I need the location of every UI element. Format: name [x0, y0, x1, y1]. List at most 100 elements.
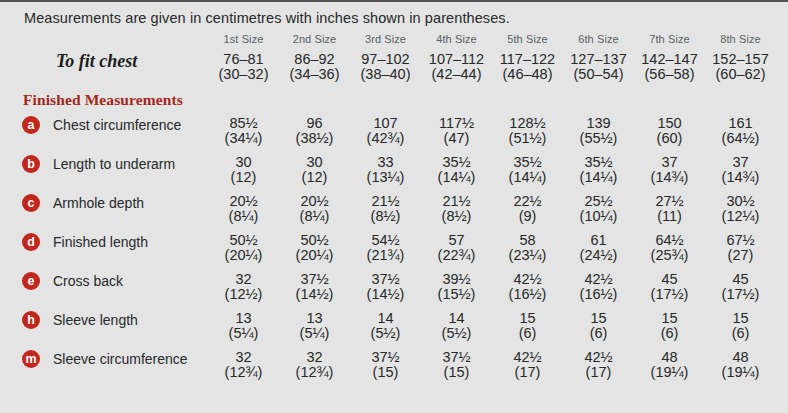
to-fit-value-cm: 127–137	[563, 52, 634, 67]
row-letter-badge: d	[22, 233, 40, 251]
measurement-label: Cross back	[53, 273, 123, 289]
measurement-cell: 42½(16½)	[563, 272, 634, 302]
measurement-value-inches: (6)	[563, 326, 634, 341]
measurement-cell: 20½(8¼)	[279, 194, 350, 224]
measurement-value-inches: (16½)	[563, 287, 634, 302]
measurement-cell: 54½(21¾)	[350, 233, 421, 263]
measurement-value-inches: (5¼)	[208, 326, 279, 341]
measurement-cell: 37½(15)	[350, 350, 421, 380]
to-fit-row: To fit chest 76–81(30–32)86–92(34–36)97–…	[20, 52, 776, 82]
measurement-value-inches: (27)	[705, 248, 776, 263]
measurement-value-cm: 25½	[563, 194, 634, 209]
row-letter-badge: c	[22, 194, 40, 212]
measurement-value-inches: (6)	[705, 326, 776, 341]
measurement-value-inches: (15)	[421, 365, 492, 380]
measurement-cell: 30½(12¼)	[705, 194, 776, 224]
measurement-value-inches: (42¾)	[350, 131, 421, 146]
size-column-header: 4th Size	[421, 33, 492, 45]
size-column-header: 2nd Size	[279, 33, 350, 45]
measurement-value-cm: 42½	[563, 350, 634, 365]
measurement-cell: 37½(15)	[421, 350, 492, 380]
to-fit-cell: 86–92(34–36)	[279, 52, 350, 82]
measurement-value-cm: 107	[350, 116, 421, 131]
measurement-cell: 30(12)	[279, 155, 350, 185]
measurement-value-inches: (23¼)	[492, 248, 563, 263]
measurement-cell: 30(12)	[208, 155, 279, 185]
measurement-cell: 42½(17)	[563, 350, 634, 380]
measurement-cell: 39½(15½)	[421, 272, 492, 302]
measurement-value-cm: 85½	[208, 116, 279, 131]
measurement-row: e Cross back 32(12½)37½(14½)37½(14½)39½(…	[20, 272, 776, 302]
measurement-cell: 150(60)	[634, 116, 705, 146]
measurement-value-cm: 32	[279, 350, 350, 365]
measurement-cell: 22½(9)	[492, 194, 563, 224]
measurement-value-inches: (14¼)	[421, 170, 492, 185]
measurement-cell: 21½(8½)	[350, 194, 421, 224]
measurement-value-cm: 67½	[705, 233, 776, 248]
measurement-value-inches: (14¼)	[492, 170, 563, 185]
to-fit-value-inches: (60–62)	[705, 67, 776, 82]
measurement-value-inches: (22¾)	[421, 248, 492, 263]
measurement-row-head: b Length to underarm	[20, 155, 208, 172]
row-letter-badge: b	[22, 155, 40, 173]
measurement-value-cm: 150	[634, 116, 705, 131]
size-column-header: 8th Size	[705, 33, 776, 45]
measurement-value-cm: 21½	[421, 194, 492, 209]
to-fit-value-cm: 117–122	[492, 52, 563, 67]
measurement-cell: 61(24½)	[563, 233, 634, 263]
measurement-cell: 58(23¼)	[492, 233, 563, 263]
measurement-cell: 13(5¼)	[279, 311, 350, 341]
size-column-header: 1st Size	[208, 33, 279, 45]
measurement-value-inches: (19¼)	[634, 365, 705, 380]
measurement-cell: 33(13¼)	[350, 155, 421, 185]
measurement-cell: 50½(20¼)	[279, 233, 350, 263]
measurement-row: c Armhole depth 20½(8¼)20½(8¼)21½(8½)21½…	[20, 194, 776, 224]
measurement-value-cm: 39½	[421, 272, 492, 287]
measurement-cell: 45(17½)	[705, 272, 776, 302]
measurement-cell: 15(6)	[563, 311, 634, 341]
row-letter-badge: a	[22, 116, 40, 134]
measurement-cell: 13(5¼)	[208, 311, 279, 341]
measurement-cell: 35½(14¼)	[492, 155, 563, 185]
measurement-value-cm: 50½	[208, 233, 279, 248]
measurement-value-cm: 48	[634, 350, 705, 365]
measurement-cell: 14(5½)	[350, 311, 421, 341]
row-letter-badge: e	[22, 272, 40, 290]
measurement-cell: 48(19¼)	[705, 350, 776, 380]
measurement-row: b Length to underarm 30(12)30(12)33(13¼)…	[20, 155, 776, 185]
size-column-header: 3rd Size	[350, 33, 421, 45]
measurement-cell: 37½(14½)	[279, 272, 350, 302]
measurement-value-inches: (10¼)	[563, 209, 634, 224]
to-fit-cell: 107–112(42–44)	[421, 52, 492, 82]
measurement-cell: 37½(14½)	[350, 272, 421, 302]
measurement-value-cm: 57	[421, 233, 492, 248]
measurement-label: Finished length	[53, 234, 148, 250]
to-fit-value-inches: (34–36)	[279, 67, 350, 82]
measurement-label: Length to underarm	[53, 156, 175, 172]
measurement-value-cm: 30½	[705, 194, 776, 209]
to-fit-value-inches: (46–48)	[492, 67, 563, 82]
measurement-cell: 32(12¾)	[279, 350, 350, 380]
measurement-cell: 15(6)	[492, 311, 563, 341]
measurement-cell: 50½(20¼)	[208, 233, 279, 263]
measurement-value-inches: (55½)	[563, 131, 634, 146]
measurement-value-inches: (8¼)	[208, 209, 279, 224]
measurement-value-inches: (12)	[208, 170, 279, 185]
measurement-value-cm: 35½	[492, 155, 563, 170]
measurement-value-cm: 15	[634, 311, 705, 326]
measurement-cell: 15(6)	[705, 311, 776, 341]
measurement-value-cm: 37	[705, 155, 776, 170]
measurement-value-cm: 45	[634, 272, 705, 287]
size-column-header: 6th Size	[563, 33, 634, 45]
measurement-cell: 57(22¾)	[421, 233, 492, 263]
measurement-value-inches: (20¼)	[279, 248, 350, 263]
measurement-value-cm: 33	[350, 155, 421, 170]
measurement-value-cm: 15	[563, 311, 634, 326]
measurements-note: Measurements are given in centimetres wi…	[20, 8, 776, 26]
to-fit-value-inches: (42–44)	[421, 67, 492, 82]
to-fit-value-cm: 76–81	[208, 52, 279, 67]
measurement-cell: 35½(14¼)	[421, 155, 492, 185]
measurement-cell: 48(19¼)	[634, 350, 705, 380]
measurement-value-cm: 64½	[634, 233, 705, 248]
size-column-header: 5th Size	[492, 33, 563, 45]
